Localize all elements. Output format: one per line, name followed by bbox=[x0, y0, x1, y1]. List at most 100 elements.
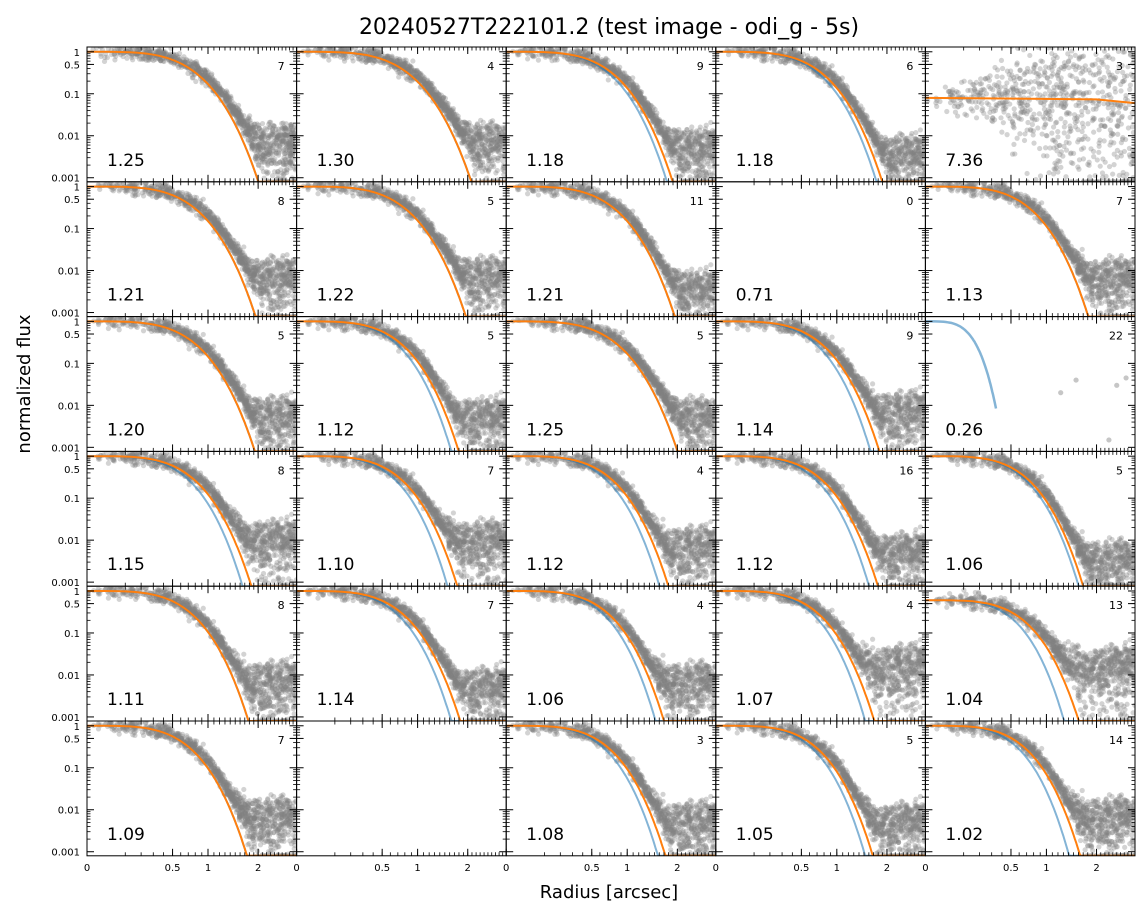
fwhm-label: 1.25 bbox=[107, 151, 145, 171]
data-point bbox=[268, 157, 274, 163]
data-point bbox=[231, 104, 237, 110]
data-point bbox=[282, 132, 289, 138]
data-point bbox=[138, 56, 145, 62]
data-point bbox=[1037, 173, 1044, 179]
panel-grid: 1.25710.50.10.010.0011.3041.1891.1867.36… bbox=[51, 25, 1136, 874]
data-point bbox=[270, 143, 276, 149]
data-point bbox=[289, 127, 295, 133]
data-point bbox=[187, 61, 193, 67]
data-point bbox=[234, 109, 240, 115]
data-point bbox=[244, 121, 250, 127]
data-point bbox=[270, 130, 276, 137]
data-point bbox=[212, 82, 218, 88]
data-point bbox=[269, 173, 276, 179]
data-point bbox=[229, 105, 235, 111]
data-point bbox=[667, 147, 673, 153]
data-point bbox=[275, 168, 281, 175]
data-point bbox=[282, 150, 288, 157]
data-point bbox=[197, 67, 203, 73]
data-point bbox=[848, 93, 854, 100]
data-point bbox=[260, 131, 266, 137]
data-point bbox=[605, 77, 611, 83]
data-point bbox=[261, 175, 267, 181]
data-point bbox=[279, 170, 285, 176]
panel: 1.304 bbox=[296, 40, 507, 183]
data-point bbox=[287, 144, 293, 150]
data-point bbox=[223, 95, 229, 101]
data-point bbox=[701, 150, 708, 156]
data-point bbox=[230, 109, 236, 116]
data-point bbox=[883, 137, 890, 143]
data-point bbox=[223, 88, 230, 94]
data-point bbox=[234, 112, 240, 118]
data-point bbox=[594, 56, 600, 62]
data-point bbox=[763, 41, 768, 46]
data-point bbox=[237, 116, 243, 122]
data-point bbox=[398, 70, 404, 76]
data-point bbox=[264, 170, 270, 177]
data-point bbox=[899, 148, 905, 155]
data-point bbox=[288, 121, 295, 128]
data-point bbox=[289, 140, 295, 146]
data-point bbox=[203, 67, 209, 73]
data-point bbox=[162, 49, 168, 55]
data-point bbox=[449, 107, 456, 113]
data-point bbox=[236, 119, 242, 125]
data-point bbox=[155, 49, 161, 55]
data-point bbox=[250, 125, 256, 131]
data-point bbox=[229, 98, 235, 105]
data-point bbox=[191, 60, 198, 66]
data-point bbox=[363, 59, 369, 65]
data-point bbox=[202, 69, 209, 75]
data-point bbox=[902, 144, 908, 150]
data-point bbox=[141, 47, 148, 52]
data-point bbox=[257, 134, 264, 141]
data-point bbox=[236, 113, 242, 120]
data-point bbox=[241, 118, 248, 124]
data-point bbox=[282, 156, 288, 163]
data-point bbox=[500, 158, 506, 164]
data-point bbox=[309, 40, 314, 45]
data-point bbox=[280, 171, 286, 178]
data-point bbox=[480, 152, 486, 159]
data-point bbox=[692, 175, 698, 181]
data-point bbox=[287, 151, 293, 157]
data-point bbox=[259, 138, 265, 144]
data-point bbox=[264, 141, 271, 147]
data-point bbox=[187, 58, 193, 64]
data-point bbox=[280, 160, 286, 167]
data-point bbox=[352, 47, 359, 51]
data-point bbox=[246, 131, 252, 137]
data-point bbox=[232, 112, 238, 118]
data-point bbox=[286, 133, 292, 139]
data-point bbox=[277, 143, 283, 149]
data-point bbox=[284, 141, 290, 147]
data-point bbox=[276, 132, 282, 138]
data-point bbox=[140, 55, 147, 61]
data-point bbox=[116, 47, 123, 51]
data-point bbox=[193, 58, 199, 65]
data-point bbox=[186, 62, 193, 68]
data-point bbox=[493, 126, 500, 132]
data-point bbox=[657, 124, 663, 130]
count-label: 6 bbox=[906, 60, 913, 73]
data-point bbox=[238, 113, 244, 119]
data-point bbox=[205, 69, 211, 75]
data-point bbox=[252, 131, 258, 137]
data-point bbox=[251, 146, 257, 152]
data-point bbox=[216, 88, 222, 94]
data-point bbox=[1051, 25, 1056, 30]
data-point bbox=[223, 97, 230, 103]
data-point bbox=[414, 73, 421, 79]
y-tick-label: 1 bbox=[74, 48, 80, 59]
data-point bbox=[258, 134, 264, 141]
data-point bbox=[241, 112, 247, 119]
data-point bbox=[410, 58, 416, 64]
data-point bbox=[502, 152, 507, 158]
data-point bbox=[347, 41, 352, 46]
data-point bbox=[258, 150, 264, 156]
data-point bbox=[160, 50, 167, 56]
data-point bbox=[113, 53, 119, 59]
data-point bbox=[271, 159, 277, 166]
data-point bbox=[236, 122, 242, 128]
